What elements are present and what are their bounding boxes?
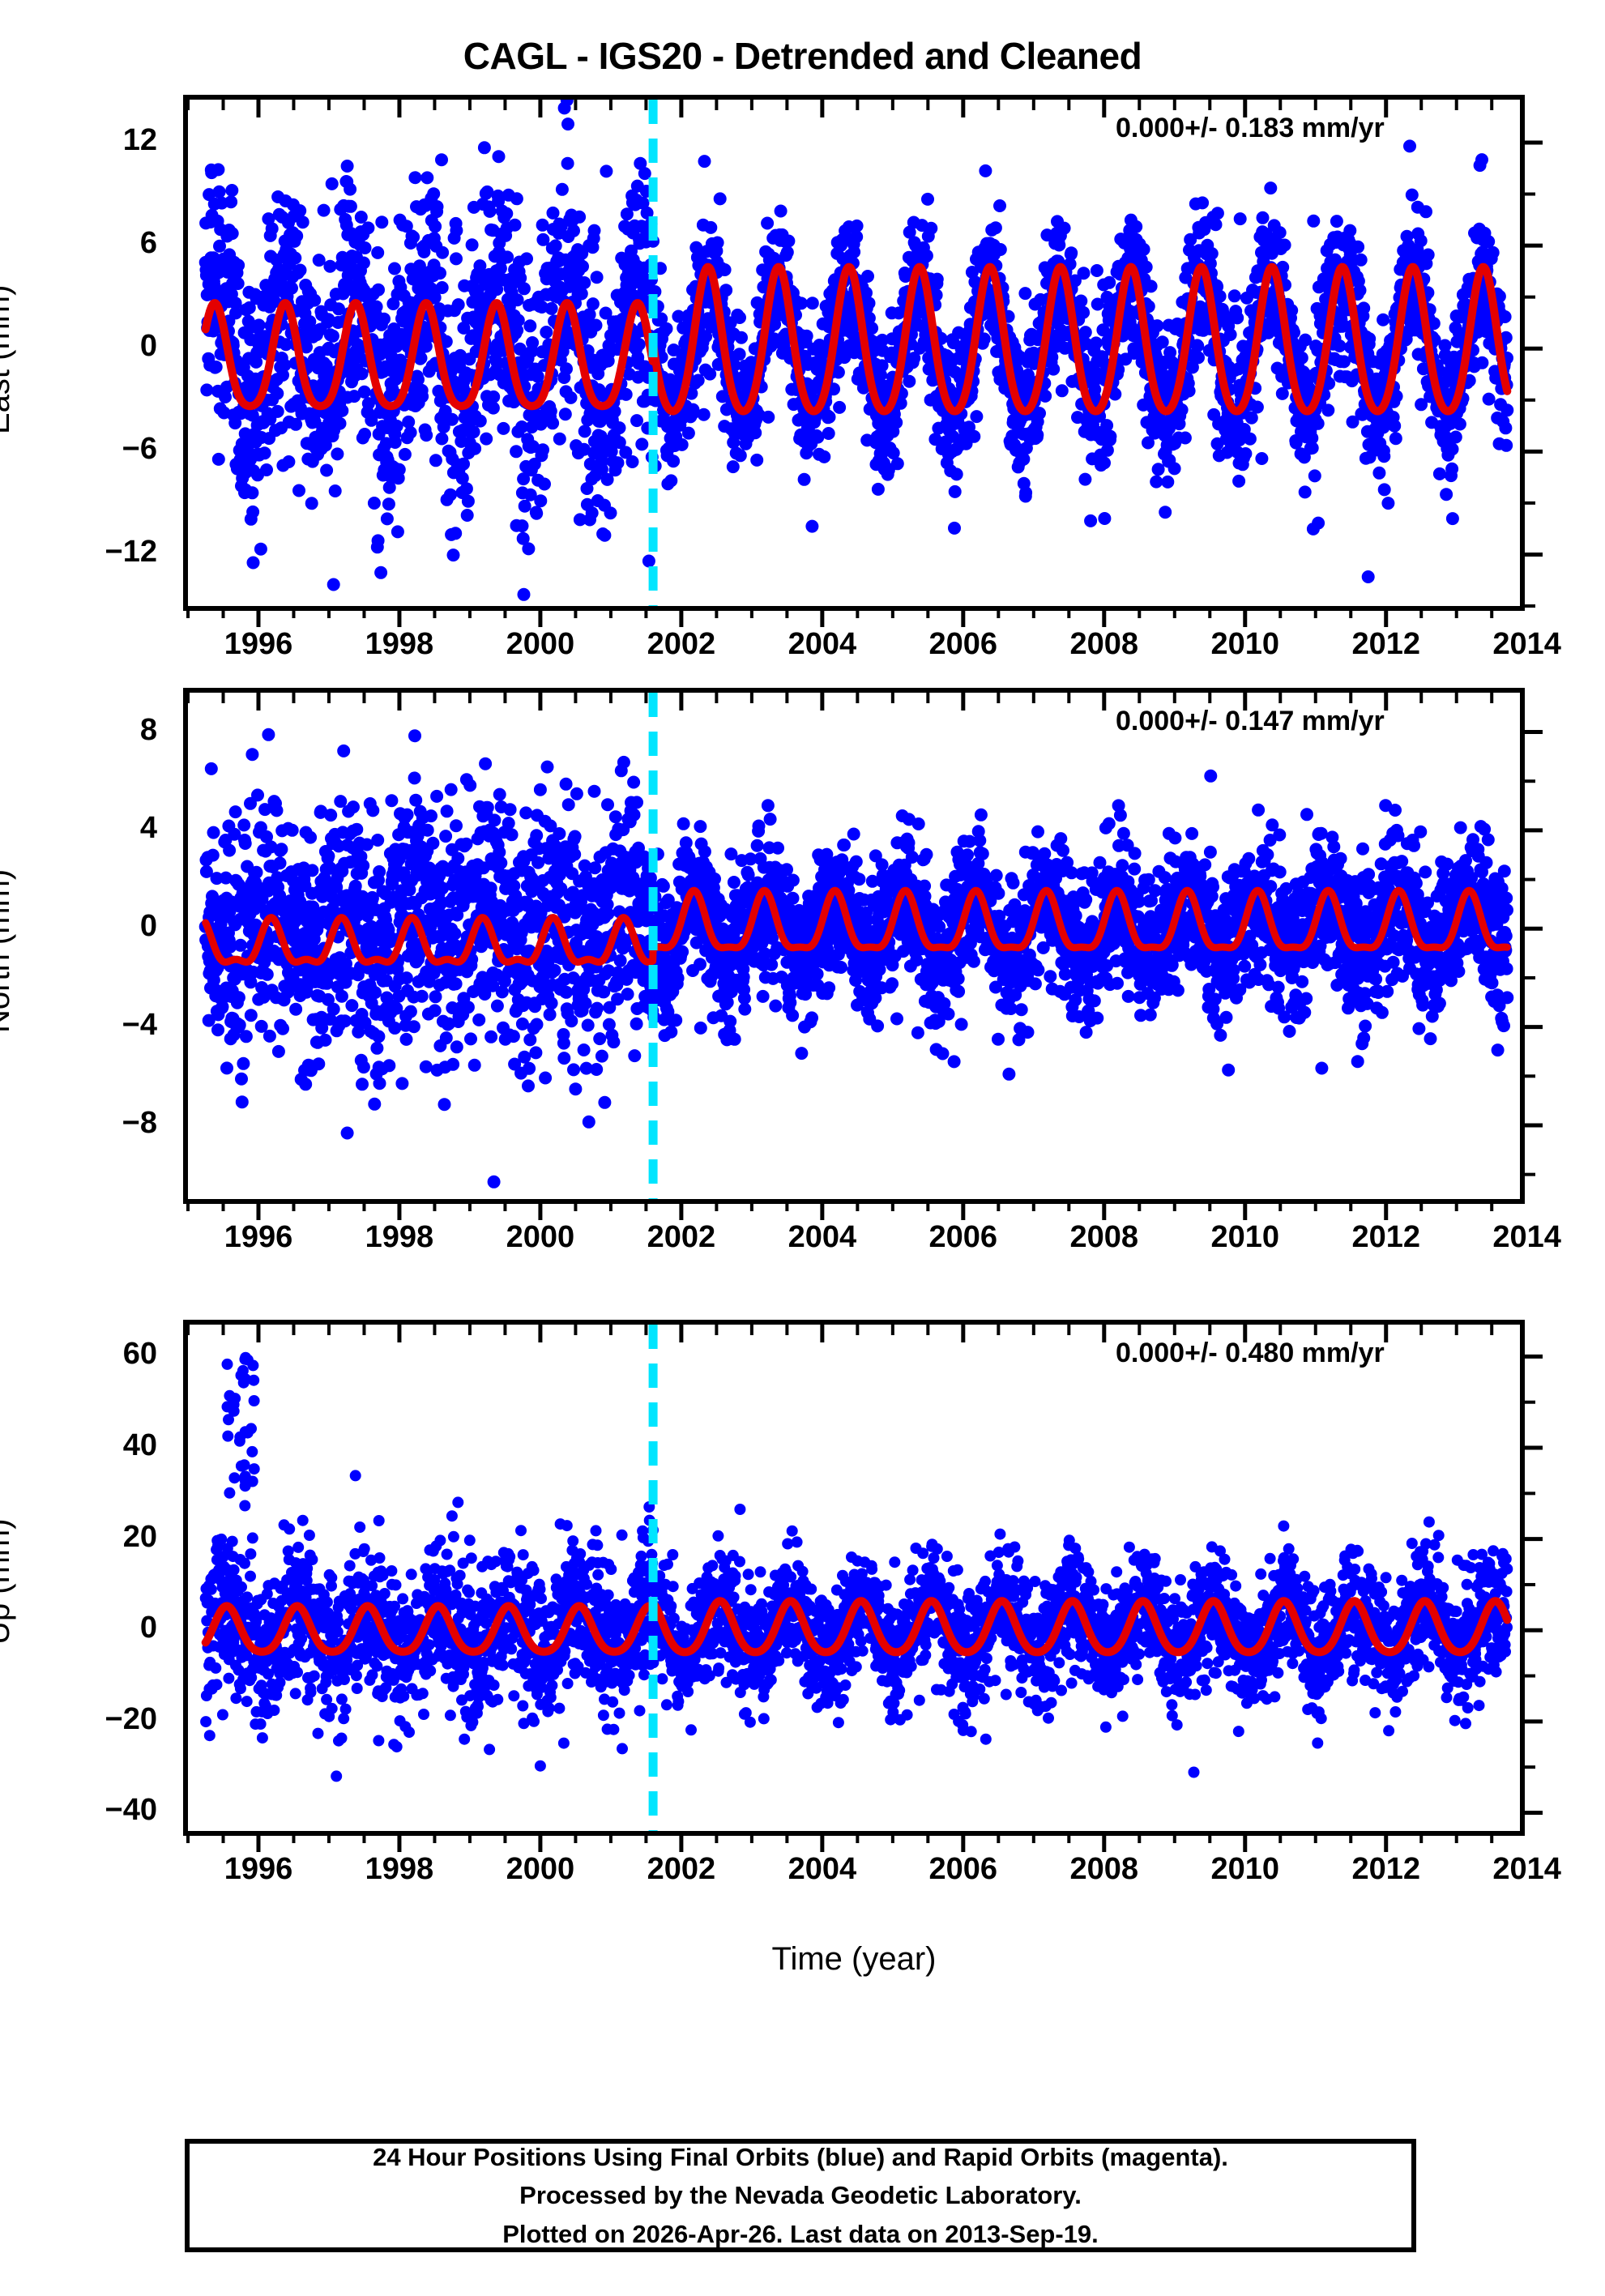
y-tick-label-north: −8 [122, 1105, 157, 1140]
x-tick-label-up: 2002 [647, 1852, 716, 1886]
x-tick-label-east: 1996 [224, 627, 293, 661]
x-tick-label-east: 2002 [647, 627, 716, 661]
y-axis-label-north: North (mm) [0, 868, 16, 1033]
y-tick-label-north: 8 [139, 712, 157, 747]
y-tick-label-north: −4 [122, 1007, 157, 1042]
fit-curve-north [202, 886, 1511, 966]
y-tick-label-east: 6 [139, 226, 157, 261]
x-tick-label-north: 2010 [1210, 1220, 1280, 1254]
y-tick-label-up: 20 [122, 1519, 157, 1554]
y-tick-label-up: −20 [105, 1701, 157, 1736]
fit-curve-up [201, 1597, 1512, 1657]
figure-title: CAGL - IGS20 - Detrended and Cleaned [463, 35, 1142, 77]
x-tick-label-north: 2000 [506, 1220, 575, 1254]
plot-area-up[interactable] [183, 1320, 1525, 1836]
footer-line-2: Processed by the Nevada Geodetic Laborat… [519, 2181, 1082, 2210]
x-tick-label-north: 2014 [1492, 1220, 1561, 1254]
x-tick-label-north: 1996 [224, 1220, 293, 1254]
x-tick-label-east: 2014 [1492, 627, 1561, 661]
y-tick-label-up: 0 [139, 1611, 157, 1645]
y-tick-label-east: 0 [139, 329, 157, 364]
x-tick-label-up: 2008 [1069, 1852, 1139, 1886]
y-tick-label-north: 4 [139, 810, 157, 845]
x-tick-label-up: 2004 [788, 1852, 857, 1886]
y-tick-label-east: 12 [122, 122, 157, 157]
y-tick-label-east: −6 [122, 432, 157, 467]
footer-line-1: 24 Hour Positions Using Final Orbits (bl… [373, 2143, 1228, 2172]
rate-annotation-east: 0.000+/- 0.183 mm/yr [1116, 113, 1385, 143]
x-tick-label-east: 2006 [928, 627, 998, 661]
y-axis-label-up: Up (mm) [0, 1518, 16, 1645]
x-tick-label-north: 2004 [788, 1220, 857, 1254]
footer-caption-box: 24 Hour Positions Using Final Orbits (bl… [185, 2139, 1416, 2252]
x-tick-label-up: 2010 [1210, 1852, 1280, 1886]
rate-annotation-north: 0.000+/- 0.147 mm/yr [1116, 706, 1385, 736]
x-tick-label-north: 2008 [1069, 1220, 1139, 1254]
x-tick-label-east: 2004 [788, 627, 857, 661]
data-points-up [199, 1351, 1513, 1782]
data-points-east [198, 100, 1514, 601]
y-tick-label-east: −12 [105, 535, 157, 570]
x-tick-label-east: 1998 [365, 627, 434, 661]
x-tick-label-north: 2012 [1351, 1220, 1420, 1254]
x-tick-label-up: 2012 [1351, 1852, 1420, 1886]
plot-canvas-east [198, 100, 1514, 606]
x-tick-label-up: 2006 [928, 1852, 998, 1886]
x-tick-label-north: 1998 [365, 1220, 434, 1254]
y-axis-label-east: East (mm) [0, 284, 16, 434]
x-tick-label-up: 2014 [1492, 1852, 1561, 1886]
x-tick-label-up: 2000 [506, 1852, 575, 1886]
plot-area-east[interactable] [183, 95, 1525, 611]
x-tick-label-up: 1998 [365, 1852, 434, 1886]
plot-canvas-up [199, 1325, 1513, 1831]
y-tick-label-up: 40 [122, 1428, 157, 1463]
x-tick-label-east: 2010 [1210, 627, 1280, 661]
data-points-north [198, 728, 1514, 1189]
plot-area-north[interactable] [183, 688, 1525, 1204]
rate-annotation-up: 0.000+/- 0.480 mm/yr [1116, 1338, 1385, 1368]
plot-canvas-north [198, 693, 1514, 1199]
footer-line-3: Plotted on 2026-Apr-26. Last data on 201… [502, 2219, 1099, 2248]
x-tick-label-east: 2000 [506, 627, 575, 661]
fit-curve-east [201, 262, 1512, 416]
y-tick-label-north: 0 [139, 909, 157, 944]
x-tick-label-east: 2012 [1351, 627, 1420, 661]
x-tick-label-east: 2008 [1069, 627, 1139, 661]
y-tick-label-up: 60 [122, 1337, 157, 1372]
x-tick-label-north: 2002 [647, 1220, 716, 1254]
x-axis-label: Time (year) [771, 1941, 937, 1977]
x-tick-label-up: 1996 [224, 1852, 293, 1886]
y-tick-label-up: −40 [105, 1793, 157, 1828]
x-tick-label-north: 2006 [928, 1220, 998, 1254]
